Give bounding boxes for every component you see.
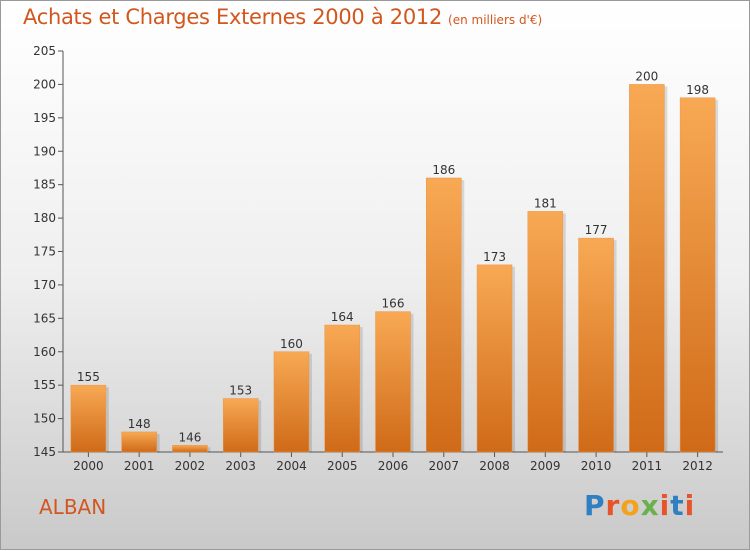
y-tick-label: 175	[33, 245, 56, 259]
logo-letter: r	[605, 489, 621, 522]
bar-2007	[426, 177, 462, 453]
chart-title: Achats et Charges Externes 2000 à 2012 (e…	[23, 5, 542, 29]
y-tick-label: 180	[33, 211, 56, 225]
x-tick-label: 2003	[225, 459, 256, 473]
logo-letter: x	[640, 489, 660, 522]
y-tick-label: 200	[33, 77, 56, 91]
x-tick-label: 2010	[581, 459, 612, 473]
y-tick-label: 170	[33, 278, 56, 292]
data-label: 177	[585, 223, 608, 237]
bar-2006	[375, 311, 411, 453]
commune-name: ALBAN	[39, 495, 107, 519]
y-tick-label: 185	[33, 178, 56, 192]
bar-2002	[172, 445, 208, 453]
x-tick-label: 2004	[276, 459, 307, 473]
chart-title-text: Achats et Charges Externes 2000 à 2012	[23, 5, 443, 29]
data-label: 146	[178, 430, 201, 444]
data-label: 198	[686, 83, 709, 97]
x-tick-label: 2005	[327, 459, 358, 473]
logo-letter: t	[670, 489, 685, 522]
data-label: 153	[229, 384, 252, 398]
data-label: 148	[128, 417, 151, 431]
data-label: 164	[331, 310, 354, 324]
bar-2011	[629, 84, 665, 453]
bar-2004	[273, 351, 310, 453]
data-label: 166	[382, 297, 405, 311]
y-tick-label: 195	[33, 111, 56, 125]
data-label: 173	[483, 250, 506, 264]
chart-axes: 145 150 155 160 165 170 175 180 185 190 195 200 205	[33, 44, 723, 459]
y-tick-label: 155	[33, 378, 56, 392]
bar-2001	[121, 431, 157, 453]
data-label: 155	[77, 370, 100, 384]
x-tick-label: 2008	[479, 459, 510, 473]
x-tick-label: 2011	[632, 459, 663, 473]
y-tick-label: 160	[33, 345, 56, 359]
x-tick-label: 2012	[682, 459, 713, 473]
x-tick-label: 2006	[378, 459, 409, 473]
x-tick-label: 2001	[124, 459, 155, 473]
x-tick-label: 2000	[73, 459, 104, 473]
chart-subtitle: (en milliers d'€)	[448, 13, 543, 27]
bar-2003	[222, 398, 259, 453]
logo-letter: o	[620, 489, 641, 522]
x-tick-label: 2009	[530, 459, 561, 473]
proxiti-logo: Proxiti	[584, 489, 695, 522]
bar-2008	[476, 264, 513, 453]
chart-bars	[70, 84, 719, 453]
bar-2009	[527, 211, 564, 453]
y-tick-label: 190	[33, 144, 56, 158]
bar-2012	[679, 97, 716, 453]
logo-letter: i	[659, 489, 671, 522]
bar-2010	[578, 237, 614, 453]
y-tick-label: 150	[33, 412, 56, 426]
bar-2005	[324, 324, 360, 453]
logo-letter: P	[584, 489, 606, 522]
x-tick-label: 2007	[428, 459, 459, 473]
y-tick-label: 205	[33, 44, 56, 58]
logo-letter: i	[684, 489, 696, 522]
y-tick-label: 145	[33, 445, 56, 459]
x-tick-label: 2002	[175, 459, 206, 473]
y-tick-label: 165	[33, 311, 56, 325]
data-label: 181	[534, 196, 557, 210]
data-label: 186	[432, 163, 455, 177]
chart-labels: 2000 155 2001 148 2002 146 2003 153 2004 160 2005 1…	[73, 69, 713, 473]
data-label: 200	[635, 69, 658, 83]
data-label: 160	[280, 337, 303, 351]
bar-2000	[70, 384, 107, 453]
